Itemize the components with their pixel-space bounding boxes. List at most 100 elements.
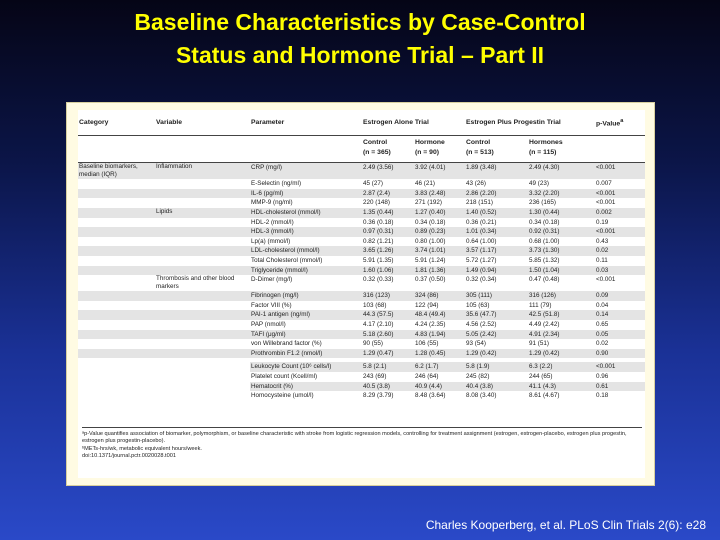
cell-c1: 2.87 (2.4) — [362, 188, 414, 199]
cell-category — [78, 246, 155, 257]
cell-category — [78, 329, 155, 340]
cell-p: 0.09 — [595, 291, 645, 301]
cell-p: 0.02 — [595, 246, 645, 257]
cell-c1: 1.60 (1.06) — [362, 265, 414, 276]
cell-parameter: HDL-2 (mmol/l) — [251, 218, 294, 226]
cell-parameter: Hematocrit (%) — [250, 381, 362, 392]
cell-parameter: D-Dimer (mg/l) — [251, 276, 293, 284]
cell-h1: 4.24 (2.35) — [415, 320, 446, 328]
cell-h1: 246 (64) — [415, 372, 439, 380]
cell-c1: 44.3 (57.5) — [362, 310, 414, 320]
table-row: Fibrinogen (mg/l) 316 (123) 324 (86) 305 (1… — [78, 291, 645, 301]
cell-p: 0.96 — [596, 372, 609, 380]
cell-category — [78, 198, 155, 208]
cell-h2: 4.91 (2.34) — [528, 329, 595, 340]
cell-h1: 122 (94) — [415, 301, 439, 309]
cell-category — [78, 208, 155, 218]
cell-parameter: CRP (mg/l) — [250, 162, 362, 180]
subheader-hormones-2: Hormones (n = 115) — [528, 135, 595, 164]
cell-h2: 1.30 (0.44) — [528, 208, 595, 218]
cell-h1: 106 (55) — [415, 340, 439, 348]
cell-c1: 90 (55) — [363, 340, 383, 348]
header-pvalue: p-Valuea — [595, 110, 645, 137]
cell-h1: 40.9 (4.4) — [414, 381, 465, 392]
cell-h1: 0.37 (0.50) — [415, 276, 446, 284]
cell-h1: 4.83 (1.94) — [414, 329, 465, 340]
cell-h2: 4.49 (2.42) — [529, 320, 560, 328]
cell-category — [78, 291, 155, 301]
table-row: Lipids HDL-cholesterol (mmol/l) 1.35 (0.44… — [78, 208, 645, 218]
cell-p: 0.14 — [595, 310, 645, 320]
table-row: Thrombosis and other blood markers D-Dime… — [78, 275, 645, 291]
title-line-2: Status and Hormone Trial – Part II — [175, 42, 545, 68]
footnote-doi: doi:10.1371/journal.pctr.0020028.t001 — [82, 453, 176, 460]
cell-p: <0.001 — [596, 199, 616, 207]
cell-c1: 0.82 (1.21) — [363, 237, 394, 245]
cell-parameter: Total Cholesterol (mmol/l) — [251, 257, 323, 265]
table-row: HDL-2 (mmol/l) 0.36 (0.18) 0.34 (0.18) 0.36… — [78, 218, 645, 228]
cell-h1: 8.48 (3.64) — [415, 392, 446, 400]
cell-variable — [155, 348, 250, 359]
cell-h2: 1.29 (0.42) — [528, 348, 595, 359]
table-row: Triglyceride (mmol/l) 1.60 (1.06) 1.81 (1.… — [78, 265, 645, 276]
cell-h2: 316 (126) — [528, 291, 595, 301]
cell-variable: Inflammation — [155, 162, 250, 180]
cell-h1: 0.89 (0.23) — [414, 227, 465, 237]
table-row: Platelet count (Kcell/ml) 243 (69) 246 (64… — [78, 371, 645, 382]
cell-h1: 0.80 (1.00) — [415, 237, 446, 245]
cell-parameter: von Willebrand factor (%) — [251, 340, 322, 348]
cell-h2: 0.47 (0.48) — [529, 276, 560, 284]
cell-variable — [155, 227, 250, 237]
cell-p: 0.002 — [595, 208, 645, 218]
cell-p: 0.65 — [596, 320, 609, 328]
cell-h2: 3.32 (2.20) — [528, 188, 595, 199]
table-row: Homocysteine (umol/l) 8.29 (3.79) 8.48 (3.… — [78, 391, 645, 401]
cell-variable — [155, 310, 250, 320]
cell-variable — [155, 291, 250, 301]
cell-c2: 245 (82) — [466, 372, 490, 380]
cell-parameter: Leukocyte Count (10⁶ cells/l) — [250, 362, 362, 372]
cell-variable — [155, 237, 250, 247]
table-row: Total Cholesterol (mmol/l) 5.91 (1.35) 5.9… — [78, 256, 645, 266]
table-row: TAFI (μg/ml) 5.18 (2.60) 4.83 (1.94) 5.05 (… — [78, 329, 645, 340]
cell-h2: 0.92 (0.31) — [528, 227, 595, 237]
cell-h2: 111 (79) — [529, 301, 552, 309]
cell-h2: 42.5 (51.8) — [528, 310, 595, 320]
cell-variable — [155, 339, 250, 349]
cell-category — [78, 310, 155, 320]
cell-p: 0.90 — [595, 348, 645, 359]
cell-c2: 1.01 (0.34) — [465, 227, 528, 237]
cell-h1: 46 (21) — [415, 180, 435, 188]
cell-h2: 244 (65) — [529, 372, 553, 380]
table-row: Lp(a) (mmol/l) 0.82 (1.21) 0.80 (1.00) 0.64… — [78, 237, 645, 247]
cell-h1: 48.4 (49.4) — [414, 310, 465, 320]
cell-p: 0.03 — [595, 265, 645, 276]
cell-h1: 3.92 (4.01) — [414, 162, 465, 180]
cell-category — [78, 237, 155, 247]
cell-h1: 271 (192) — [415, 199, 442, 207]
cell-category — [78, 275, 155, 291]
cell-c2: 43 (26) — [466, 180, 486, 188]
citation: Charles Kooperberg, et al. PLoS Clin Tri… — [425, 518, 706, 532]
cell-parameter: Triglyceride (mmol/l) — [250, 265, 362, 276]
cell-h1: 1.81 (1.36) — [414, 265, 465, 276]
cell-c1: 5.91 (1.35) — [363, 257, 394, 265]
table-row: PAP (nmol/l) 4.17 (2.10) 4.24 (2.35) 4.56 (… — [78, 320, 645, 330]
cell-parameter: HDL-cholesterol (mmol/l) — [250, 208, 362, 218]
subheader-hormone-1: Hormone (n = 90) — [414, 135, 465, 164]
cell-parameter: IL-6 (pg/ml) — [250, 188, 362, 199]
cell-variable: Thrombosis and other blood markers — [156, 275, 235, 291]
cell-c1: 3.65 (1.26) — [362, 246, 414, 257]
cell-h1: 6.2 (1.7) — [414, 362, 465, 372]
cell-c1: 5.8 (2.1) — [362, 362, 414, 372]
cell-category — [78, 320, 155, 330]
cell-category — [78, 188, 155, 199]
table-row: MMP-9 (ng/ml) 220 (148) 271 (192) 218 (151)… — [78, 198, 645, 208]
cell-category — [78, 301, 155, 311]
cell-c1: 243 (69) — [363, 372, 387, 380]
cell-h1: 0.34 (0.18) — [415, 218, 446, 226]
cell-c1: 0.32 (0.33) — [363, 276, 394, 284]
cell-c1: 1.35 (0.44) — [362, 208, 414, 218]
cell-p: <0.001 — [595, 362, 645, 372]
cell-category — [78, 227, 155, 237]
